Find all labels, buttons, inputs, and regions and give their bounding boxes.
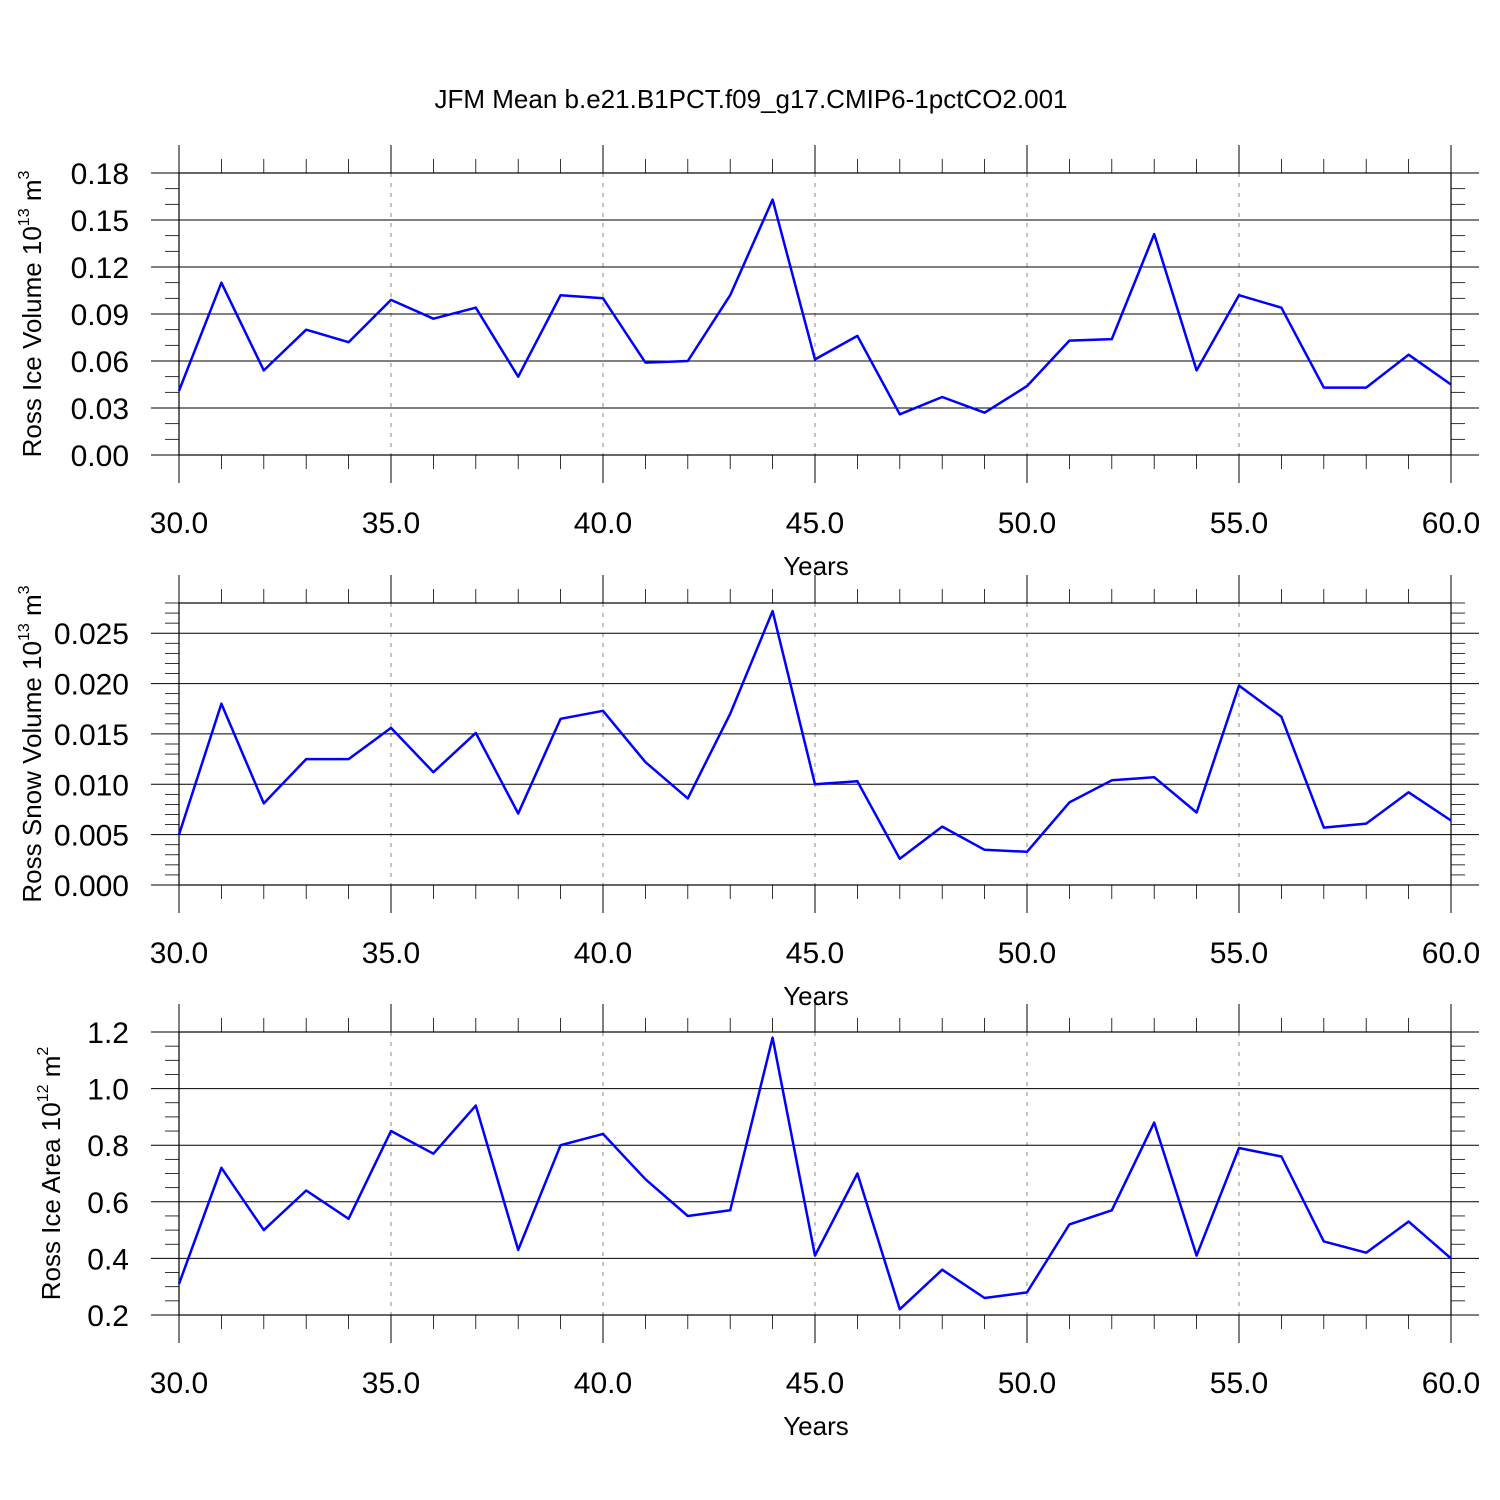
y-tick-label: 1.2 [87, 1017, 129, 1050]
panel-1: 30.0 35.0 40.0 45.0 50.0 55.0 60.0 0.00 0.03 0.06… [16, 145, 1480, 581]
panel-2: 30.0 35.0 40.0 45.0 50.0 55.0 60.0 0.000 0.005 0.… [16, 575, 1480, 1011]
y-tick-label: 0.025 [54, 618, 129, 651]
panel-3: 30.0 35.0 40.0 45.0 50.0 55.0 60.0 0.2 0.4 0.6 0.8… [35, 1004, 1480, 1441]
x-tick-label: 60.0 [1422, 507, 1480, 540]
x-tick-label: 30.0 [150, 1367, 208, 1400]
x-tick-label: 35.0 [362, 507, 420, 540]
x-tick-label: 60.0 [1422, 937, 1480, 970]
x-tick-label: 50.0 [998, 1367, 1056, 1400]
y-tick-label: 0.00 [71, 440, 129, 473]
x-axis-label: Years [783, 551, 849, 581]
x-tick-label: 55.0 [1210, 1367, 1268, 1400]
x-tick-label: 60.0 [1422, 1367, 1480, 1400]
y-axis-label: Ross Ice Area 1012 m2 [35, 1047, 66, 1301]
x-tick-label: 40.0 [574, 507, 632, 540]
y-tick-label: 0.03 [71, 393, 129, 426]
y-axis-label: Ross Snow Volume 1013 m3 [16, 585, 47, 902]
y-tick-label: 0.15 [71, 205, 129, 238]
y-tick-label: 1.0 [87, 1074, 129, 1107]
x-tick-label: 45.0 [786, 937, 844, 970]
series-line [177, 1036, 1452, 1311]
x-tick-label: 55.0 [1210, 937, 1268, 970]
x-tick-label: 50.0 [998, 937, 1056, 970]
x-tick-label: 40.0 [574, 1367, 632, 1400]
y-tick-label: 0.12 [71, 252, 129, 285]
y-tick-label: 0.06 [71, 346, 129, 379]
x-tick-label: 30.0 [150, 937, 208, 970]
y-tick-label: 0.020 [54, 669, 129, 702]
y-tick-label: 0.18 [71, 158, 129, 191]
x-tick-label: 45.0 [786, 1367, 844, 1400]
y-tick-label: 0.005 [54, 820, 129, 853]
y-tick-label: 0.015 [54, 719, 129, 752]
plots-container: 30.0 35.0 40.0 45.0 50.0 55.0 60.0 0.00 0.03 0.06… [16, 145, 1480, 1441]
x-tick-label: 35.0 [362, 937, 420, 970]
y-tick-label: 0.000 [54, 870, 129, 903]
x-axis-label: Years [783, 1411, 849, 1441]
x-tick-label: 40.0 [574, 937, 632, 970]
x-axis-label: Years [783, 981, 849, 1011]
y-tick-label: 0.6 [87, 1187, 129, 1220]
x-tick-label: 30.0 [150, 507, 208, 540]
series-line [177, 609, 1452, 861]
y-tick-label: 0.09 [71, 299, 129, 332]
chart-title: JFM Mean b.e21.B1PCT.f09_g17.CMIP6-1pctC… [435, 84, 1068, 114]
x-tick-label: 55.0 [1210, 507, 1268, 540]
y-tick-label: 0.8 [87, 1130, 129, 1163]
y-tick-label: 0.010 [54, 769, 129, 802]
x-tick-label: 50.0 [998, 507, 1056, 540]
x-tick-label: 45.0 [786, 507, 844, 540]
y-axis-label: Ross Ice Volume 1013 m3 [16, 170, 47, 457]
y-tick-label: 0.2 [87, 1300, 129, 1333]
y-tick-label: 0.4 [87, 1243, 129, 1276]
x-tick-label: 35.0 [362, 1367, 420, 1400]
